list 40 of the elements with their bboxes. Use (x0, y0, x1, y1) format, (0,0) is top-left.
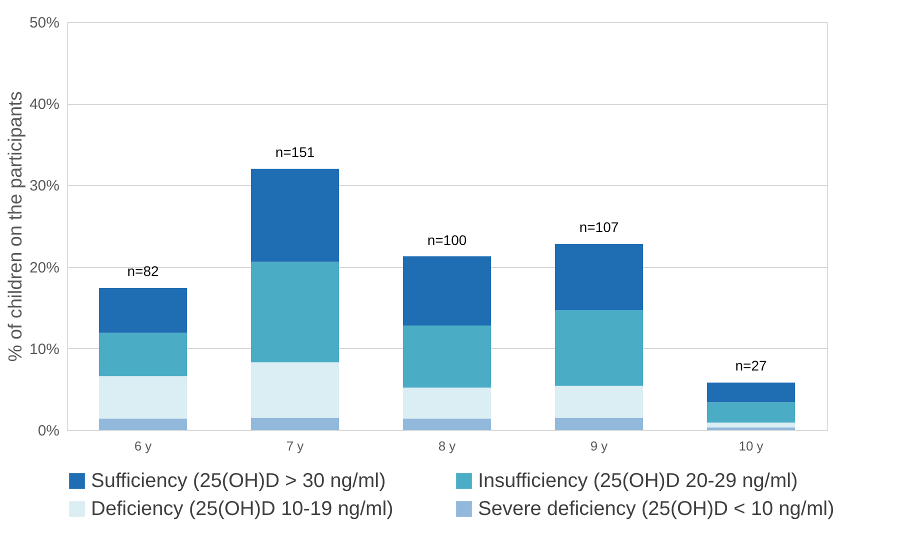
bar (251, 262, 339, 362)
x-tick-label: 10 y (738, 438, 764, 454)
bar (251, 418, 339, 430)
y-tick-label: 40% (29, 96, 60, 114)
y-tick-label: 20% (29, 259, 60, 276)
bar (707, 402, 795, 423)
annotation: n=82 (127, 263, 159, 280)
y-tick-label: 10% (29, 340, 60, 358)
x-tick-label: 9 y (590, 438, 608, 454)
x-tick-label: 8 y (438, 438, 456, 454)
legend-label: Severe deficiency (25(OH)D < 10 ng/ml) (478, 498, 834, 520)
bar (555, 386, 643, 418)
legend-label: Deficiency (25(OH)D 10-19 ng/ml) (91, 498, 394, 520)
bar (99, 376, 187, 419)
y-tick-label: 0% (38, 422, 60, 440)
bar (403, 256, 491, 326)
y-tick-label: 30% (29, 178, 60, 195)
bar (99, 418, 187, 430)
bar (251, 362, 339, 418)
bar (555, 418, 643, 430)
legend-label: Sufficiency (25(OH)D > 30 ng/ml) (91, 470, 386, 492)
annotation: n=100 (427, 232, 467, 248)
bar (403, 326, 491, 388)
legend-label: Insufficiency (25(OH)D 20-29 ng/ml) (478, 470, 798, 492)
annotation: n=27 (735, 358, 767, 374)
annotation: n=151 (275, 144, 315, 160)
x-tick-label: 6 y (134, 438, 152, 454)
bar (707, 422, 795, 428)
bar (403, 388, 491, 419)
bar (707, 382, 795, 402)
y-tick-label: 50% (29, 14, 60, 32)
y-axis-title: % of children on the participants (5, 91, 26, 362)
bar (555, 244, 643, 310)
bar (99, 288, 187, 333)
bar (251, 168, 339, 262)
annotation: n=107 (579, 218, 619, 235)
bar (403, 418, 491, 430)
bar (99, 332, 187, 376)
bar (555, 310, 643, 386)
x-tick-label: 7 y (286, 438, 304, 454)
